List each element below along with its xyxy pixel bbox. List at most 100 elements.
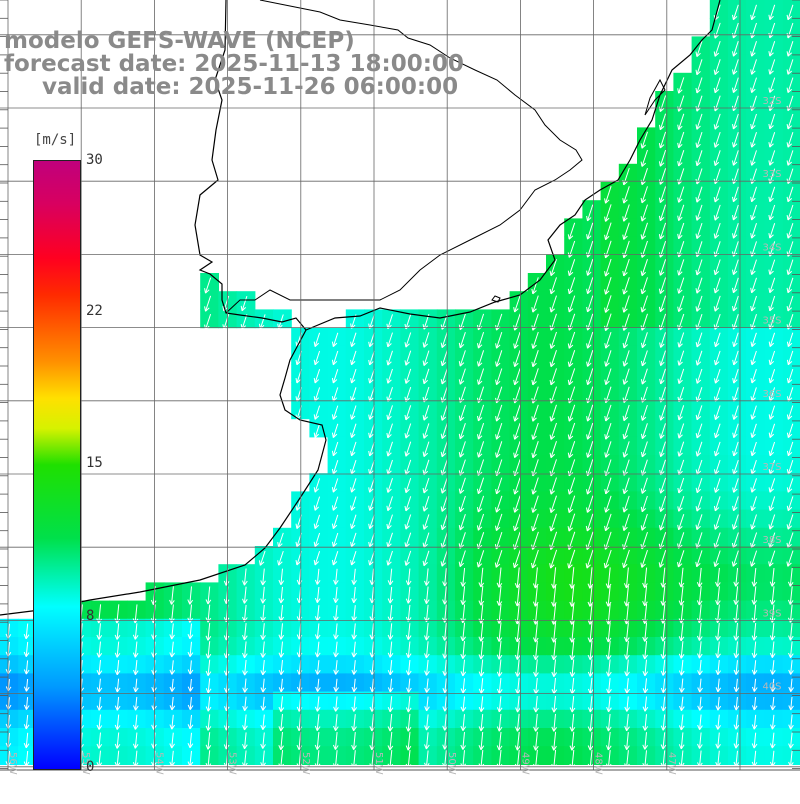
wind-cell — [710, 237, 729, 256]
wind-cell — [582, 455, 601, 474]
latitude-label: 38S — [762, 535, 781, 546]
wind-cell — [528, 455, 547, 474]
wind-cell — [546, 455, 565, 474]
wind-cell — [473, 528, 492, 547]
wind-cell — [437, 419, 456, 438]
wind-cell — [728, 109, 747, 128]
wind-cell — [564, 546, 583, 565]
wind-cell — [564, 273, 583, 292]
wind-cell — [546, 255, 565, 274]
wind-cell — [692, 528, 711, 547]
wind-cell — [692, 91, 711, 110]
wind-cell — [655, 491, 674, 510]
wind-cell — [455, 346, 474, 365]
wind-cell — [764, 127, 783, 146]
wind-cell — [619, 218, 638, 237]
wind-cell — [710, 91, 729, 110]
wind-cell — [582, 273, 601, 292]
wind-cell — [491, 491, 510, 510]
wind-cell — [673, 200, 692, 219]
wind-cell — [491, 400, 510, 419]
wind-cell — [637, 146, 656, 165]
colorbar-tick-8: 8 — [86, 609, 94, 623]
wind-cell — [692, 546, 711, 565]
wind-cell — [601, 255, 620, 274]
wind-cell — [419, 455, 438, 474]
wind-cell — [619, 473, 638, 492]
wind-cell — [637, 510, 656, 529]
wind-cell — [582, 546, 601, 565]
wind-cell — [692, 109, 711, 128]
wind-cell — [764, 255, 783, 274]
wind-cell — [673, 364, 692, 383]
wind-cell — [382, 382, 401, 401]
wind-cell — [655, 328, 674, 347]
wind-cell — [673, 455, 692, 474]
longitude-label: 50W — [446, 752, 457, 775]
wind-cell — [637, 400, 656, 419]
wind-cell — [746, 510, 765, 529]
wind-cell — [473, 437, 492, 456]
wind-cell — [710, 273, 729, 292]
wind-cell — [382, 510, 401, 529]
wind-cell — [510, 364, 529, 383]
wind-cell — [746, 127, 765, 146]
wind-cell — [673, 109, 692, 128]
wind-cell — [655, 382, 674, 401]
wind-cell — [546, 528, 565, 547]
longitude-label: 47W — [666, 752, 677, 775]
wind-cell — [764, 182, 783, 201]
title-valid-date: valid date: 2025-11-26 06:00:00 — [4, 76, 564, 99]
wind-cell — [655, 127, 674, 146]
colorbar-tick-15: 15 — [86, 456, 103, 470]
wind-cell — [546, 328, 565, 347]
wind-cell — [655, 218, 674, 237]
wind-cell — [546, 346, 565, 365]
wind-cell — [419, 528, 438, 547]
wind-cell — [746, 182, 765, 201]
wind-cell — [582, 255, 601, 274]
wind-cell — [437, 473, 456, 492]
wind-cell — [673, 491, 692, 510]
wind-cell — [673, 400, 692, 419]
wind-cell — [473, 546, 492, 565]
wind-cell — [491, 346, 510, 365]
wind-cell — [510, 473, 529, 492]
wind-cell — [655, 255, 674, 274]
wind-cell — [382, 528, 401, 547]
wind-cell — [400, 491, 419, 510]
wind-cell — [619, 455, 638, 474]
wind-cell — [601, 346, 620, 365]
wind-cell — [710, 491, 729, 510]
wind-cell — [601, 328, 620, 347]
wind-cell — [692, 146, 711, 165]
wind-cell — [582, 346, 601, 365]
wind-cell — [637, 291, 656, 310]
wind-cell — [764, 273, 783, 292]
wind-cell — [764, 510, 783, 529]
wind-cell — [564, 218, 583, 237]
wind-cell — [546, 510, 565, 529]
wind-cell — [419, 328, 438, 347]
wind-cell — [728, 237, 747, 256]
wind-cell — [491, 382, 510, 401]
wind-cell — [619, 491, 638, 510]
wind-cell — [655, 164, 674, 183]
wind-cell — [491, 364, 510, 383]
wind-cell — [437, 346, 456, 365]
wind-cell — [455, 400, 474, 419]
wind-cell — [528, 309, 547, 328]
wind-cell — [710, 455, 729, 474]
wind-cell — [728, 491, 747, 510]
latitude-label: 39S — [762, 608, 781, 619]
wind-cell — [546, 364, 565, 383]
wind-cell — [728, 273, 747, 292]
wind-cell — [655, 510, 674, 529]
wind-cell — [582, 528, 601, 547]
wind-cell — [619, 437, 638, 456]
wind-cell — [510, 382, 529, 401]
wind-cell — [728, 73, 747, 92]
wind-cell — [582, 382, 601, 401]
wind-cell — [455, 473, 474, 492]
colorbar-tick-0: 0 — [86, 760, 94, 774]
